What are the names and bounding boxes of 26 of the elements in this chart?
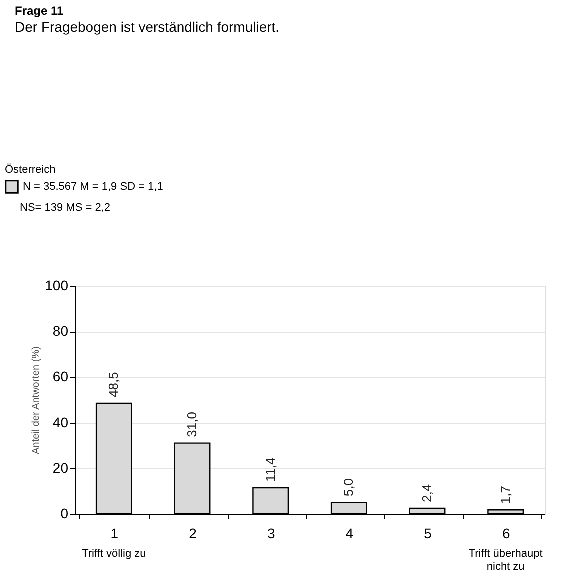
x-tick-label: 3 xyxy=(267,526,276,542)
y-tick-label: 60 xyxy=(52,368,69,385)
legend-title: Österreich xyxy=(5,163,56,176)
data-label: 2,4 xyxy=(420,484,434,503)
y-tick-label: 40 xyxy=(52,414,69,430)
data-label: 5,0 xyxy=(341,478,356,497)
data-label: 31,0 xyxy=(184,412,200,438)
y-tick-label: 100 xyxy=(45,278,69,294)
y-tick-label: 0 xyxy=(60,506,69,522)
x-tick-label: 1 xyxy=(110,526,119,542)
y-tick-label: 20 xyxy=(52,460,69,476)
x-tick-label: 4 xyxy=(346,526,354,542)
x-tick-label: 2 xyxy=(189,526,198,542)
y-axis-title: Anteil der Antworten (%) xyxy=(31,346,42,454)
x-tick-label: 5 xyxy=(424,526,432,542)
x-tick-label: 6 xyxy=(502,526,510,542)
y-tick-label: 80 xyxy=(52,323,69,340)
text: NS= 139 MS = 2,2 xyxy=(20,202,110,214)
text: Trifft völlig zu xyxy=(82,548,146,560)
data-label: 1,7 xyxy=(498,486,513,504)
data-label: 11,4 xyxy=(262,458,278,482)
legend-label: N = 35.567 M = 1,9 SD = 1,1 xyxy=(23,181,164,193)
data-label: 48,5 xyxy=(106,372,122,398)
text: Trifft überhaupt nicht zu xyxy=(468,548,543,573)
chart-subtitle: Der Fragebogen ist verständlich formuliert. xyxy=(15,19,280,35)
chart-title: Frage 11 xyxy=(15,4,64,18)
